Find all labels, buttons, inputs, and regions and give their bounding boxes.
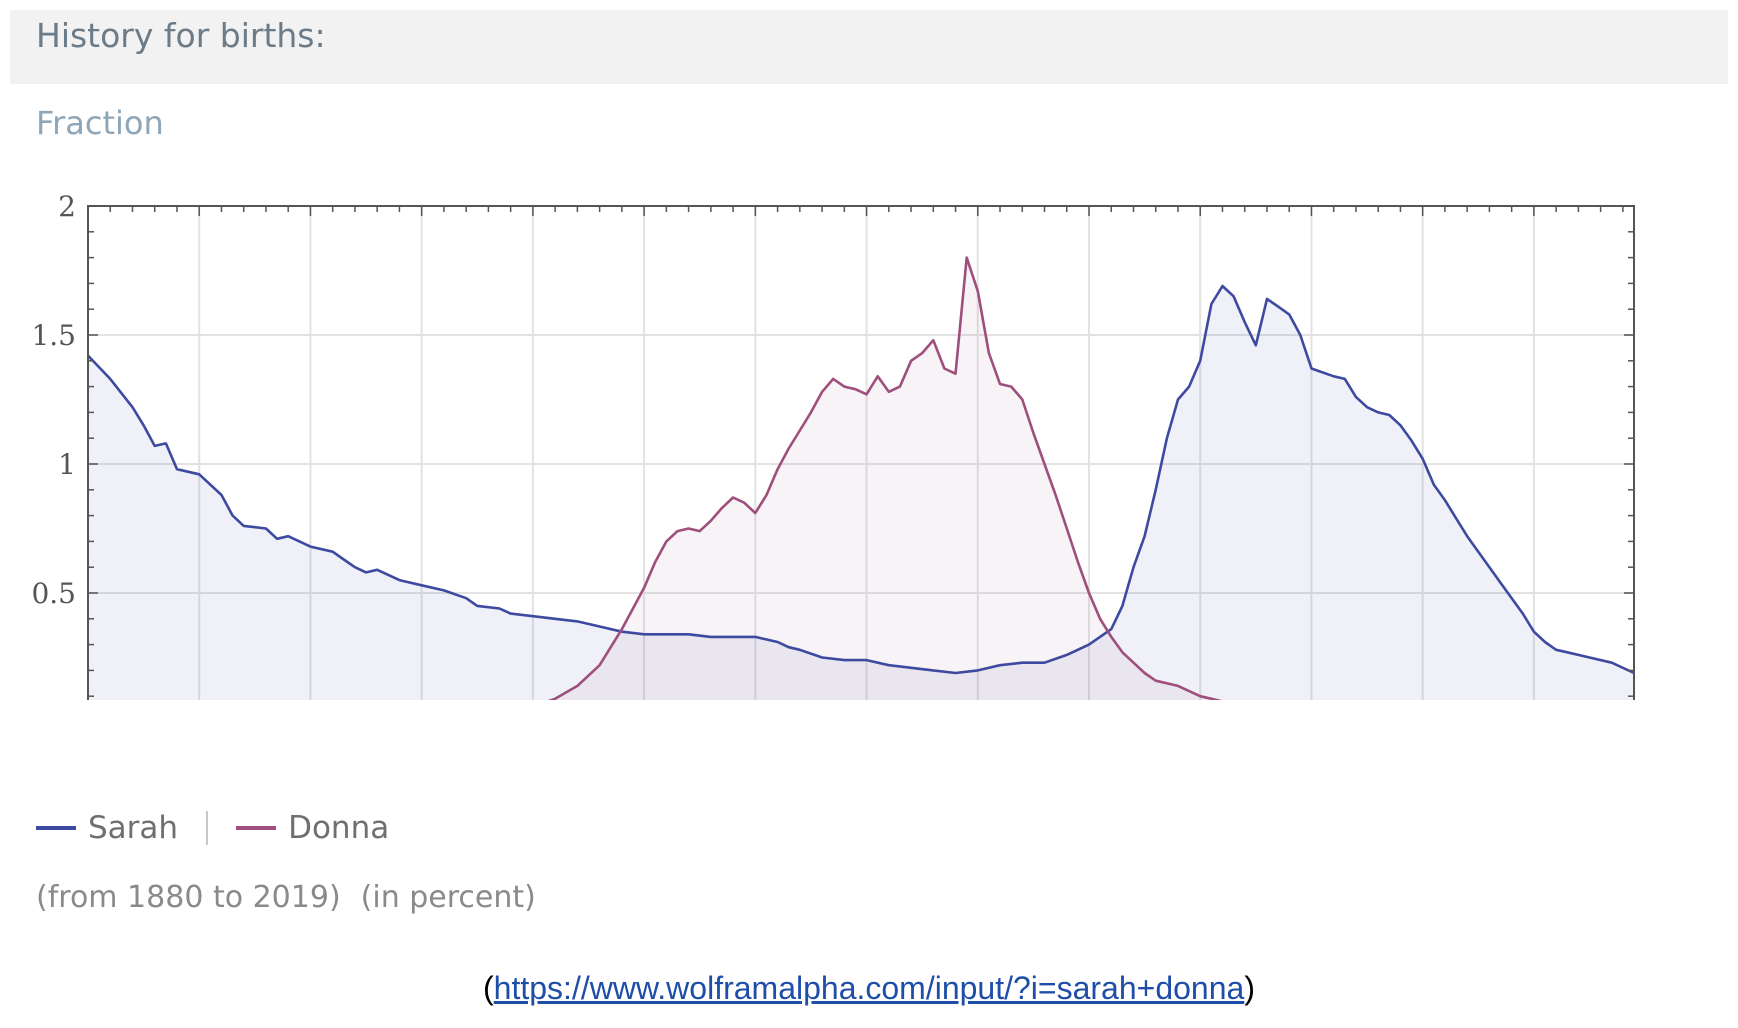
line-donna <box>547 256 1223 700</box>
range-note: (from 1880 to 2019) (in percent) <box>36 880 536 915</box>
legend: Sarah Donna <box>36 808 389 848</box>
source-link[interactable]: https://www.wolframalpha.com/input/?i=sa… <box>493 970 1245 1006</box>
area-donna <box>551 257 1217 700</box>
source-line: (https://www.wolframalpha.com/input/?i=s… <box>0 970 1738 1007</box>
births-chart: 1880189019001910192019301940195019601970… <box>31 190 1635 700</box>
y-tick-label-2: 2 <box>58 190 76 223</box>
y-tick-label-0.5: 0.5 <box>31 577 76 610</box>
source-close-paren: ) <box>1244 970 1255 1006</box>
section-subtitle: Fraction <box>36 104 164 142</box>
area-sarah <box>88 286 1634 700</box>
line-sarah <box>87 284 1635 675</box>
legend-swatch-sarah <box>36 826 76 830</box>
unit-text: (in percent) <box>360 880 536 915</box>
legend-label-sarah: Sarah <box>88 810 179 846</box>
page-title: History for births: <box>36 16 326 55</box>
legend-swatch-donna <box>236 826 277 830</box>
header-bar <box>10 10 1728 84</box>
legend-separator <box>206 811 209 845</box>
legend-label-donna: Donna <box>288 810 390 846</box>
source-open-paren: ( <box>483 970 494 1006</box>
y-tick-label-1: 1 <box>58 448 76 481</box>
range-text: (from 1880 to 2019) <box>36 880 341 915</box>
y-tick-label-1.5: 1.5 <box>31 319 76 352</box>
